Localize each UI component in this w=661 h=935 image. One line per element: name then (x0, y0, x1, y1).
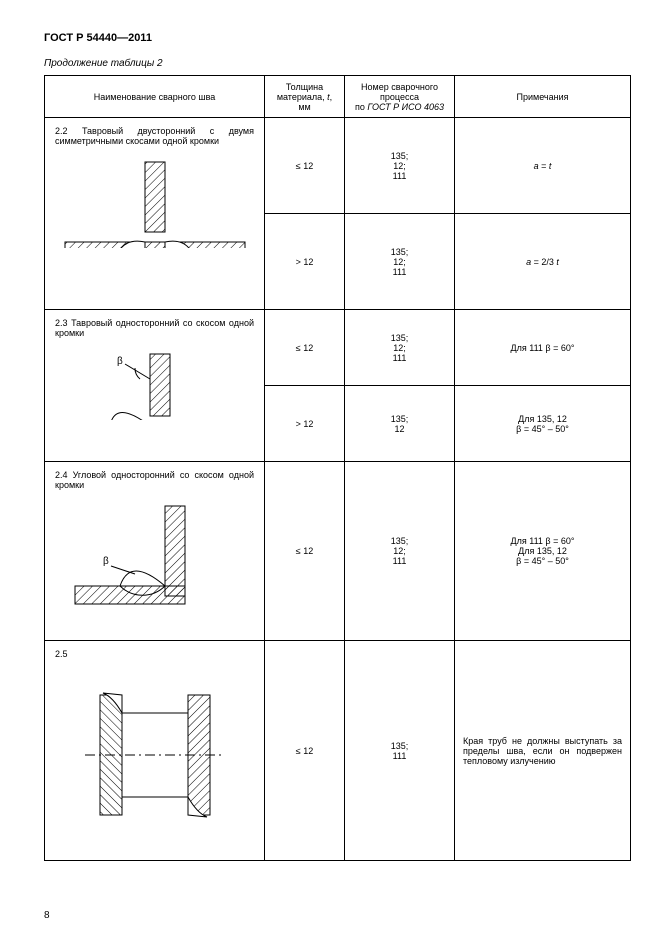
cell-process: 135;12;111 (345, 118, 455, 214)
cell-thickness: ≤ 12 (265, 641, 345, 861)
cell-thickness: ≤ 12 (265, 310, 345, 386)
diagram-t-single-bevel: β (55, 344, 255, 420)
diagram-t-double-bevel: a a (55, 152, 255, 248)
cell-name: 2.2 Тавровый двусторонний с двумя симмет… (45, 118, 265, 310)
table-caption: Продолжение таблицы 2 (44, 58, 631, 69)
cell-note: Края труб не должны выступать за пределы… (455, 641, 631, 861)
cell-thickness: ≤ 12 (265, 118, 345, 214)
table-row: 2.2 Тавровый двусторонний с двумя симмет… (45, 118, 631, 214)
header-col3: Номер сварочного процесса по ГОСТ Р ИСО … (345, 76, 455, 118)
header-row: Наименование сварного шва Толщина матери… (45, 76, 631, 118)
diagram-corner-single-bevel: β (55, 496, 255, 636)
cell-thickness: ≤ 12 (265, 462, 345, 641)
table-row: 2.5 ≤ 12135;111Края труб не должны высту… (45, 641, 631, 861)
page-number: 8 (44, 910, 50, 921)
doc-title: ГОСТ Р 54440—2011 (44, 32, 631, 44)
cell-note: Для 111 β = 60°Для 135, 12β = 45° – 50° (455, 462, 631, 641)
header-col4: Примечания (455, 76, 631, 118)
cell-note: a = t (455, 118, 631, 214)
table-row: 2.4 Угловой односторонний со скосом одно… (45, 462, 631, 641)
cell-thickness: > 12 (265, 386, 345, 462)
header-col2: Толщина материала, t, мм (265, 76, 345, 118)
cell-note: Для 135, 12β = 45° – 50° (455, 386, 631, 462)
table-row: 2.3 Тавровый односторонний со скосом одн… (45, 310, 631, 386)
cell-name: 2.4 Угловой односторонний со скосом одно… (45, 462, 265, 641)
weld-table: Наименование сварного шва Толщина матери… (44, 75, 631, 861)
cell-process: 135;12;111 (345, 214, 455, 310)
cell-note: Для 111 β = 60° (455, 310, 631, 386)
cell-thickness: > 12 (265, 214, 345, 310)
header-col1: Наименование сварного шва (45, 76, 265, 118)
cell-process: 135;12;111 (345, 310, 455, 386)
cell-note: a = 2/3 t (455, 214, 631, 310)
cell-name: 2.3 Тавровый односторонний со скосом одн… (45, 310, 265, 462)
svg-text:β: β (117, 356, 123, 367)
cell-name: 2.5 (45, 641, 265, 861)
diagram-pipe (55, 665, 255, 835)
cell-process: 135;12 (345, 386, 455, 462)
cell-process: 135;12;111 (345, 462, 455, 641)
cell-process: 135;111 (345, 641, 455, 861)
svg-text:β: β (103, 556, 109, 567)
